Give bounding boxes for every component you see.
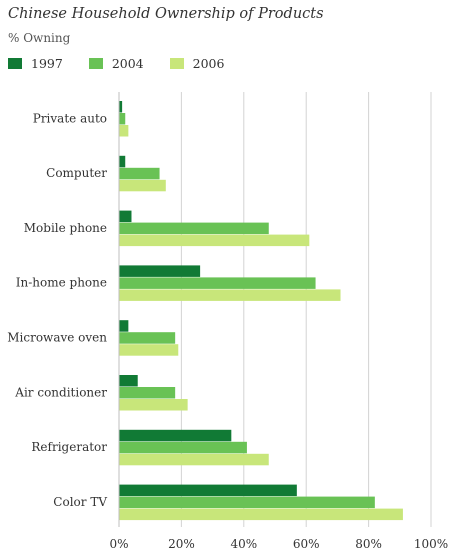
category-label: Refrigerator <box>31 440 107 454</box>
bar-2004 <box>119 332 176 344</box>
bar-2006 <box>119 508 403 521</box>
category-label: Computer <box>46 166 107 180</box>
bar-1997 <box>119 484 297 497</box>
category-label: In-home phone <box>16 276 107 290</box>
x-tick-label: 80% <box>355 537 382 551</box>
category-label: Microwave oven <box>7 330 107 344</box>
bar-2004 <box>119 496 375 509</box>
bar-2004 <box>119 222 269 235</box>
bar-2006 <box>119 453 269 466</box>
legend-item-1997: 1997 <box>8 56 63 71</box>
legend-swatch-1997 <box>8 58 22 69</box>
bar-2006 <box>119 234 310 247</box>
bar-2006 <box>119 399 188 411</box>
bar-1997 <box>119 155 126 168</box>
category-label: Private auto <box>33 111 107 125</box>
chart-title: Chinese Household Ownership of Products <box>8 6 324 22</box>
category-label: Color TV <box>53 495 107 509</box>
bar-2006 <box>119 179 166 192</box>
legend-label-1997: 1997 <box>31 56 63 71</box>
legend: 1997 2004 2006 <box>8 56 250 71</box>
category-label: Air conditioner <box>14 385 107 399</box>
bar-2006 <box>119 289 341 301</box>
bar-1997 <box>119 429 232 442</box>
bar-2004 <box>119 441 247 454</box>
x-tick-label: 20% <box>168 537 195 551</box>
bar-1997 <box>119 265 201 277</box>
bar-1997 <box>119 210 132 223</box>
bar-2004 <box>119 277 316 289</box>
legend-item-2006: 2006 <box>169 56 225 71</box>
legend-label-2004: 2004 <box>111 56 144 71</box>
bar-2006 <box>119 125 129 137</box>
category-label: Mobile phone <box>24 221 107 235</box>
legend-label-2006: 2006 <box>192 56 225 71</box>
bar-2006 <box>119 344 179 356</box>
legend-item-2004: 2004 <box>88 56 144 71</box>
bar-2004 <box>119 113 126 125</box>
bar-1997 <box>119 320 129 332</box>
bar-1997 <box>119 101 123 113</box>
legend-swatch-2006 <box>169 58 184 69</box>
x-tick-label: 60% <box>293 537 320 551</box>
bar-2004 <box>119 167 160 180</box>
x-tick-label: 0% <box>109 537 128 551</box>
x-tick-label: 100% <box>414 537 448 551</box>
bar-2004 <box>119 387 176 399</box>
legend-swatch-2004 <box>88 58 103 69</box>
x-tick-label: 40% <box>230 537 257 551</box>
chart-subtitle: % Owning <box>8 31 71 45</box>
bar-1997 <box>119 375 138 387</box>
